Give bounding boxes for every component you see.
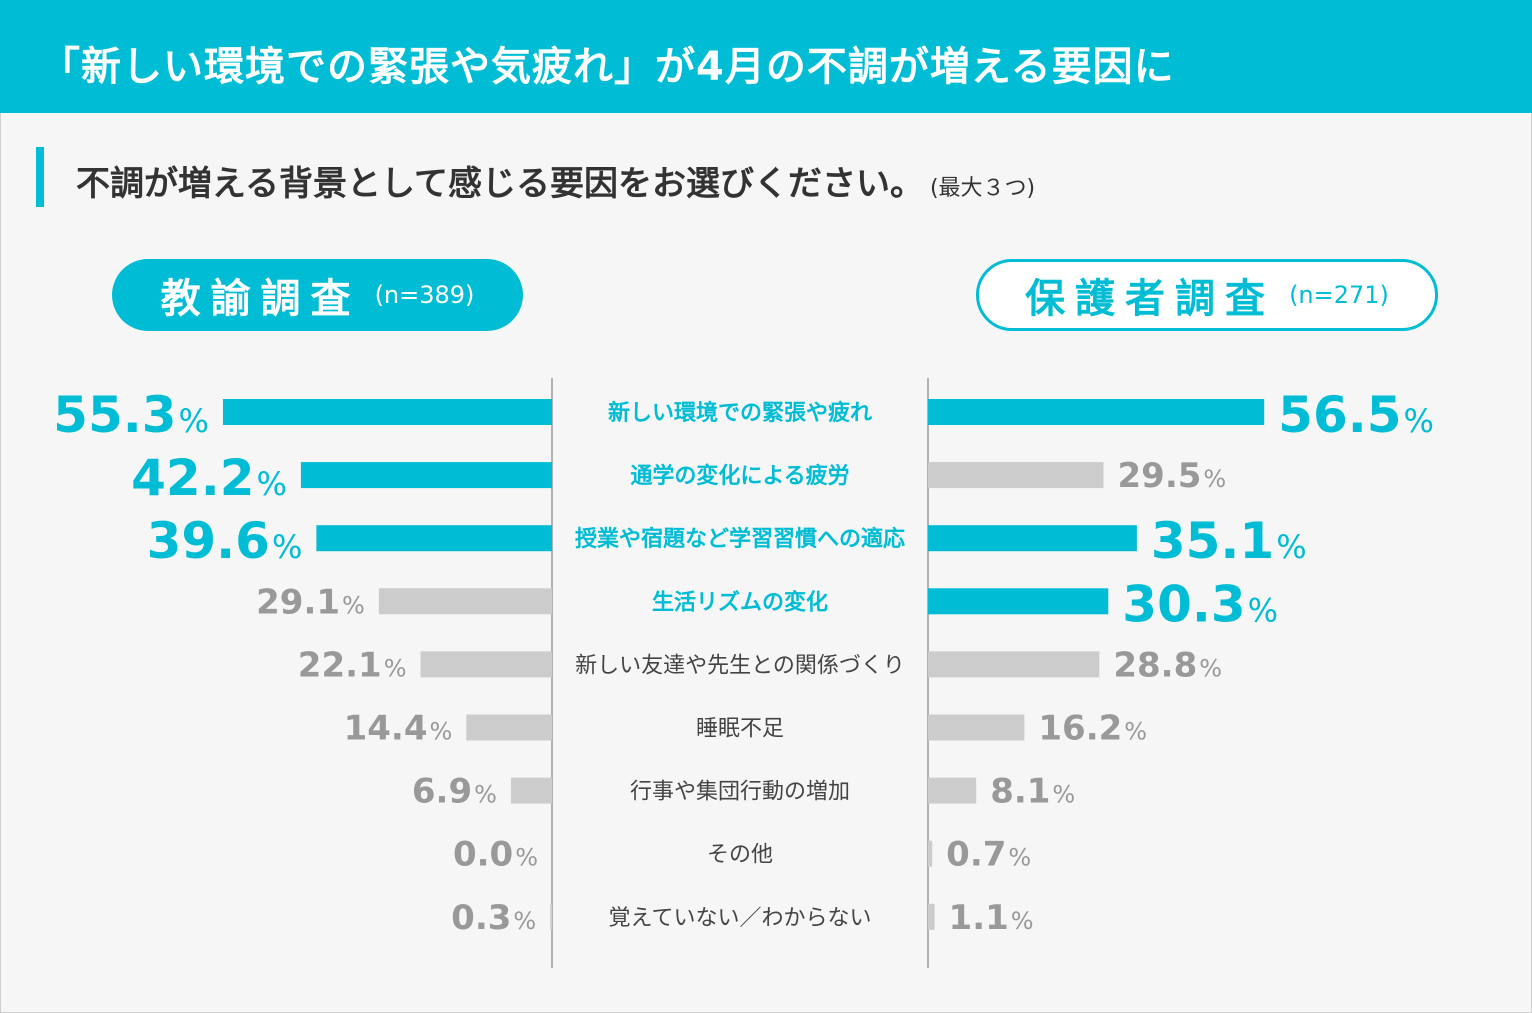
parent-bar [928, 777, 977, 804]
parent-value-number: 0.7 [946, 835, 1006, 875]
teacher-value-number: 42.2 [131, 449, 254, 507]
category-label: 睡眠不足 [696, 717, 784, 742]
parent-bar [928, 651, 1100, 678]
teacher-bar [222, 399, 552, 425]
teacher-bar [300, 462, 552, 489]
teacher-bar [466, 714, 552, 741]
parent-value-number: 16.2 [1038, 709, 1122, 749]
teacher-value-unit: % [384, 654, 407, 682]
teacher-value-label: 0.3% [451, 898, 536, 938]
teacher-value-label: 29.1% [256, 582, 365, 622]
category-label: 新しい友達や先生との関係づくり [575, 653, 905, 678]
teacher-survey-name: 教諭調査 [160, 276, 361, 322]
parent-value-number: 56.5 [1278, 386, 1401, 444]
parent-value-number: 8.1 [990, 772, 1050, 812]
teacher-value-unit: % [515, 844, 538, 872]
teacher-value-number: 39.6 [147, 512, 270, 570]
teacher-bar [378, 588, 552, 615]
question-text: 不調が増える背景として感じる要因をお選びください。 (最大３つ) [76, 156, 1035, 205]
parent-value-label: 28.8% [1113, 645, 1222, 685]
parent-value-unit: % [1404, 402, 1434, 440]
parent-value-label: 16.2% [1038, 709, 1147, 749]
category-label: 新しい環境での緊張や疲れ [608, 400, 872, 426]
teacher-value-number: 14.4 [344, 709, 428, 749]
teacher-value-unit: % [272, 528, 302, 566]
parent-bar [928, 525, 1137, 552]
category-label: 生活リズムの変化 [652, 589, 828, 615]
teacher-value-label: 42.2% [131, 449, 287, 507]
parent-value-unit: % [1011, 907, 1034, 935]
parent-value-number: 35.1 [1151, 512, 1274, 570]
parent-survey-n: (n=271) [1289, 281, 1389, 309]
teacher-value-unit: % [342, 591, 365, 619]
parent-bar [928, 462, 1104, 489]
teacher-value-number: 55.3 [53, 386, 176, 444]
parent-survey-name: 保護者調査 [1025, 276, 1276, 322]
parent-bar [928, 903, 935, 930]
teacher-value-label: 22.1% [298, 645, 407, 685]
teacher-value-unit: % [257, 465, 287, 503]
parent-bar [928, 399, 1265, 425]
teacher-value-unit: % [179, 402, 209, 440]
teacher-survey-badge: 教諭調査 (n=389) [112, 259, 523, 331]
question-accent-bar [36, 147, 44, 207]
teacher-value-number: 0.0 [453, 835, 513, 875]
teacher-value-label: 6.9% [412, 772, 497, 812]
category-label: その他 [707, 843, 773, 868]
teacher-value-number: 22.1 [298, 645, 382, 685]
category-label: 覚えていない／わからない [609, 906, 872, 931]
parent-value-unit: % [1008, 844, 1031, 872]
parent-value-unit: % [1203, 465, 1226, 493]
parent-value-unit: % [1199, 654, 1222, 682]
parent-value-label: 56.5% [1278, 386, 1434, 444]
teacher-value-unit: % [474, 781, 497, 809]
parent-value-label: 8.1% [990, 772, 1075, 812]
parent-value-label: 1.1% [949, 898, 1034, 938]
teacher-bar [510, 777, 552, 804]
parent-bar [928, 588, 1109, 615]
category-label: 通学の変化による疲労 [630, 463, 849, 489]
parent-value-unit: % [1124, 718, 1147, 746]
parent-value-label: 30.3% [1122, 575, 1278, 633]
teacher-value-label: 39.6% [147, 512, 303, 570]
teacher-survey-n: (n=389) [374, 281, 475, 309]
teacher-value-number: 29.1 [256, 582, 340, 622]
parent-value-unit: % [1276, 528, 1306, 566]
category-label: 授業や宿題など学習習慣への適応 [575, 526, 905, 552]
parent-survey-badge: 保護者調査 (n=271) [976, 259, 1438, 331]
question-note: (最大３つ) [929, 176, 1036, 201]
teacher-value-label: 14.4% [344, 709, 453, 749]
parent-value-number: 1.1 [949, 898, 1009, 938]
parent-value-unit: % [1248, 591, 1278, 629]
parent-value-number: 30.3 [1122, 575, 1245, 633]
question-main: 不調が増える背景として感じる要因をお選びください。 [76, 164, 924, 204]
parent-value-number: 29.5 [1118, 456, 1202, 496]
parent-value-number: 28.8 [1113, 645, 1197, 685]
teacher-value-label: 0.0% [453, 835, 538, 875]
category-label: 行事や集団行動の増加 [630, 780, 850, 805]
parent-value-label: 29.5% [1118, 456, 1227, 496]
teacher-bar [316, 525, 552, 552]
teacher-value-number: 0.3 [451, 898, 511, 938]
parent-value-unit: % [1052, 781, 1075, 809]
parent-value-label: 0.7% [946, 835, 1031, 875]
parent-bar [928, 714, 1025, 741]
header-title: 「新しい環境での緊張や気疲れ」が4月の不調が増える要因に [40, 44, 1175, 90]
teacher-value-number: 6.9 [412, 772, 472, 812]
teacher-value-unit: % [513, 907, 536, 935]
parent-bar [928, 840, 933, 867]
parent-value-label: 35.1% [1151, 512, 1307, 570]
teacher-value-unit: % [430, 718, 453, 746]
teacher-bar [550, 903, 552, 930]
teacher-value-label: 55.3% [53, 386, 209, 444]
teacher-bar [420, 651, 552, 678]
header-banner: 「新しい環境での緊張や気疲れ」が4月の不調が増える要因に [0, 0, 1532, 113]
